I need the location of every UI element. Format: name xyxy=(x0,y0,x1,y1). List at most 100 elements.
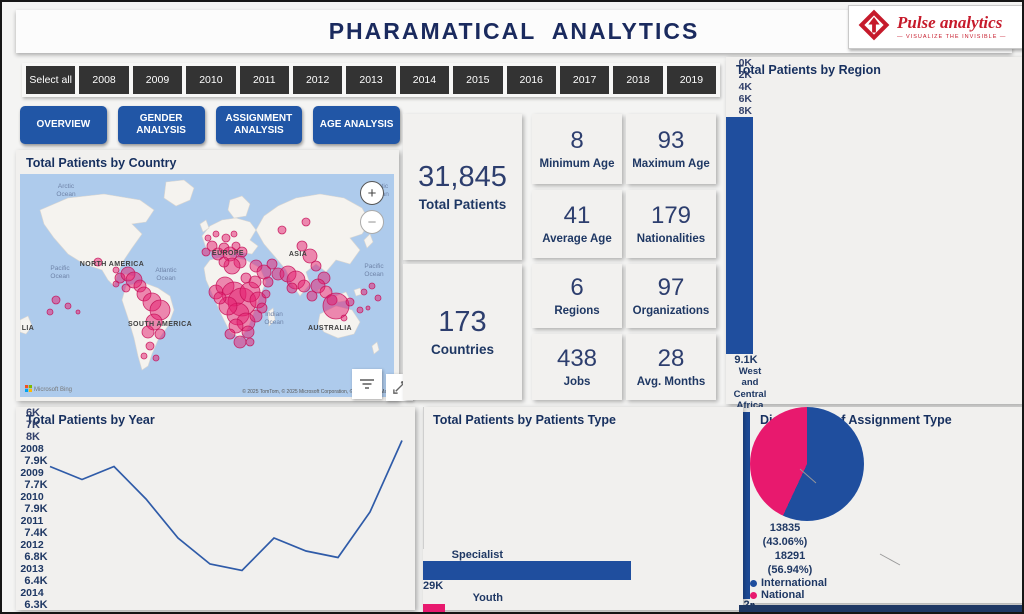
x-axis-year-label: 2008 xyxy=(20,443,44,455)
map-bubble[interactable] xyxy=(245,337,255,347)
map-bubble[interactable] xyxy=(256,302,268,314)
map-bubble[interactable] xyxy=(141,325,155,339)
map-bubble[interactable] xyxy=(231,241,241,251)
map-bubble[interactable] xyxy=(360,288,368,296)
select-all-button[interactable]: Select all xyxy=(26,66,76,94)
legend-item-national[interactable]: National xyxy=(750,589,1022,601)
map-bubble[interactable] xyxy=(218,256,230,268)
map-bubble[interactable] xyxy=(224,328,236,340)
map-bubble[interactable] xyxy=(262,276,274,288)
point-value-label: 7.9K xyxy=(24,503,48,515)
map-zoom-out-button[interactable]: − xyxy=(360,210,384,234)
year-button-2017[interactable]: 2017 xyxy=(559,66,610,94)
year-button-2009[interactable]: 2009 xyxy=(132,66,183,94)
map-bubble[interactable] xyxy=(233,335,247,349)
bar-youth[interactable] xyxy=(423,604,445,612)
map-bubble[interactable] xyxy=(241,325,255,339)
patient-type-bar-chart: Specialist29KYouth3KCommunity1KYouth Uni… xyxy=(423,407,743,612)
map-bubble[interactable] xyxy=(204,234,212,242)
map-bubble[interactable] xyxy=(145,341,155,351)
kpi-value: 93 xyxy=(657,126,685,154)
pie-circle[interactable] xyxy=(750,407,864,521)
map-bubble[interactable] xyxy=(46,308,54,316)
year-button-2015[interactable]: 2015 xyxy=(453,66,503,94)
tab-assignment-analysis[interactable]: ASSIGNMENT ANALYSIS xyxy=(215,106,303,144)
year-button-2010[interactable]: 2010 xyxy=(186,66,236,94)
bar-west-and-central-africa[interactable] xyxy=(726,117,753,354)
map-bubble[interactable] xyxy=(310,260,322,272)
kpi-value: 6 xyxy=(570,273,584,301)
map-bubble[interactable] xyxy=(230,230,238,238)
map-bubble[interactable] xyxy=(112,280,120,288)
kpi-card-jobs: 438 Jobs xyxy=(532,334,622,400)
tab-overview[interactable]: OVERVIEW xyxy=(20,106,107,144)
map-bubble[interactable] xyxy=(51,295,61,305)
patient-type-chart-card: Total Patients by Patients Type Speciali… xyxy=(423,407,743,612)
map-bubble[interactable] xyxy=(261,289,271,299)
map-bubble[interactable] xyxy=(201,247,211,257)
world-map[interactable]: ArcticOceanArcticoceanPacificOceanAtlant… xyxy=(19,174,394,397)
year-button-2011[interactable]: 2011 xyxy=(239,66,289,94)
map-bubble[interactable] xyxy=(296,240,308,252)
microsoft-logo-icon xyxy=(25,385,32,394)
year-line-svg xyxy=(49,440,403,572)
bar-value-label: 9.1K xyxy=(734,353,758,366)
map-zoom-in-button[interactable]: + xyxy=(360,181,384,205)
map-bubble[interactable] xyxy=(212,230,220,238)
year-button-2019[interactable]: 2019 xyxy=(666,66,717,94)
bar-specialist[interactable] xyxy=(423,561,631,580)
kpi-label: Minimum Age xyxy=(539,158,615,171)
map-bubble[interactable] xyxy=(301,217,311,227)
map-bubble[interactable] xyxy=(112,266,120,274)
kpi-label: Total Patients xyxy=(418,197,507,213)
map-bubble[interactable] xyxy=(75,309,81,315)
map-bubble[interactable] xyxy=(240,272,252,284)
kpi-card-regions: 6 Regions xyxy=(532,264,622,328)
map-bubble[interactable] xyxy=(365,305,371,311)
map-bubble[interactable] xyxy=(340,314,348,322)
kpi-value: 28 xyxy=(657,344,685,372)
map-bubble[interactable] xyxy=(277,225,287,235)
y-axis-tick: 6K xyxy=(738,93,752,105)
map-bubble[interactable] xyxy=(368,282,376,290)
map-bubble[interactable] xyxy=(302,248,318,264)
map-bubble[interactable] xyxy=(206,240,218,252)
year-slicer: Select all 2008 2009 2010 2011 2012 2013 2014 20… xyxy=(22,63,720,97)
year-button-2018[interactable]: 2018 xyxy=(613,66,663,94)
year-button-2008[interactable]: 2008 xyxy=(79,66,129,94)
kpi-value: 97 xyxy=(657,273,685,301)
map-bubble[interactable] xyxy=(221,233,231,243)
map-bubble[interactable] xyxy=(374,294,382,302)
brand-name: Pulse analytics xyxy=(897,13,1003,32)
region-chart-title: Total Patients by Region xyxy=(736,63,881,77)
map-bubble[interactable] xyxy=(64,302,72,310)
tab-age-analysis[interactable]: AGE ANALYSIS xyxy=(313,106,400,144)
filter-button[interactable] xyxy=(352,369,382,399)
map-bubble[interactable] xyxy=(266,258,278,270)
map-bubble[interactable] xyxy=(249,309,263,323)
map-bubble[interactable] xyxy=(213,291,227,305)
year-button-2013[interactable]: 2013 xyxy=(346,66,396,94)
y-axis-tick: 0K xyxy=(738,57,752,69)
map-bubble[interactable] xyxy=(306,290,318,302)
year-button-2014[interactable]: 2014 xyxy=(399,66,450,94)
year-button-2016[interactable]: 2016 xyxy=(506,66,556,94)
map-bubble[interactable] xyxy=(356,306,364,314)
kpi-card-total-patients: 31,845 Total Patients xyxy=(403,114,522,260)
map-bubble[interactable] xyxy=(121,283,131,293)
kpi-label: Regions xyxy=(554,305,600,318)
year-button-2012[interactable]: 2012 xyxy=(292,66,343,94)
map-label: ASIA xyxy=(289,251,307,258)
map-bubble[interactable] xyxy=(140,352,148,360)
map-attribution: © 2025 TomTom, © 2025 Microsoft Corporat… xyxy=(242,389,390,395)
map-bubble[interactable] xyxy=(286,282,298,294)
assignment-pie-card: Distribution of Assignment Type 13835 (4… xyxy=(750,407,1022,603)
map-bubble[interactable] xyxy=(154,328,166,340)
map-bubble[interactable] xyxy=(345,297,355,307)
legend-item-international[interactable]: International xyxy=(750,577,1022,589)
tab-gender-analysis[interactable]: GENDER ANALYSIS xyxy=(117,106,205,144)
map-bubble[interactable] xyxy=(297,279,311,293)
map-bubble[interactable] xyxy=(152,354,160,362)
map-bubble[interactable] xyxy=(93,257,103,267)
